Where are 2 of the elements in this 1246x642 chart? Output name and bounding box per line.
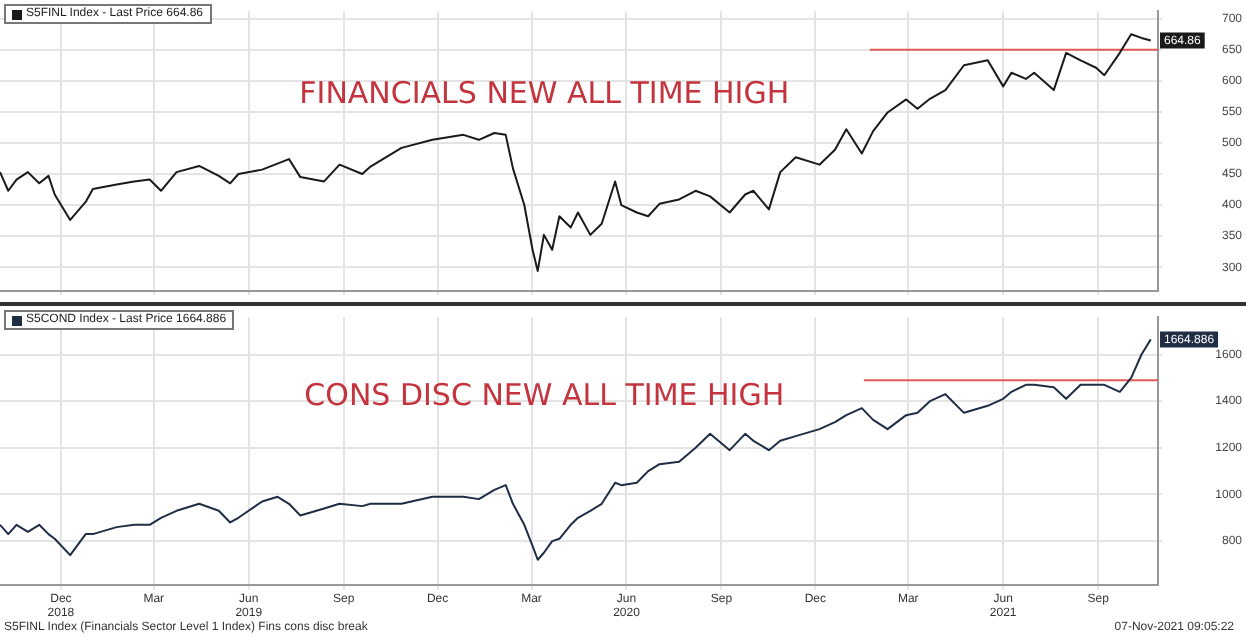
annotation: FINANCIALS NEW ALL TIME HIGH — [299, 74, 790, 111]
annotation: CONS DISC NEW ALL TIME HIGH — [304, 377, 785, 414]
